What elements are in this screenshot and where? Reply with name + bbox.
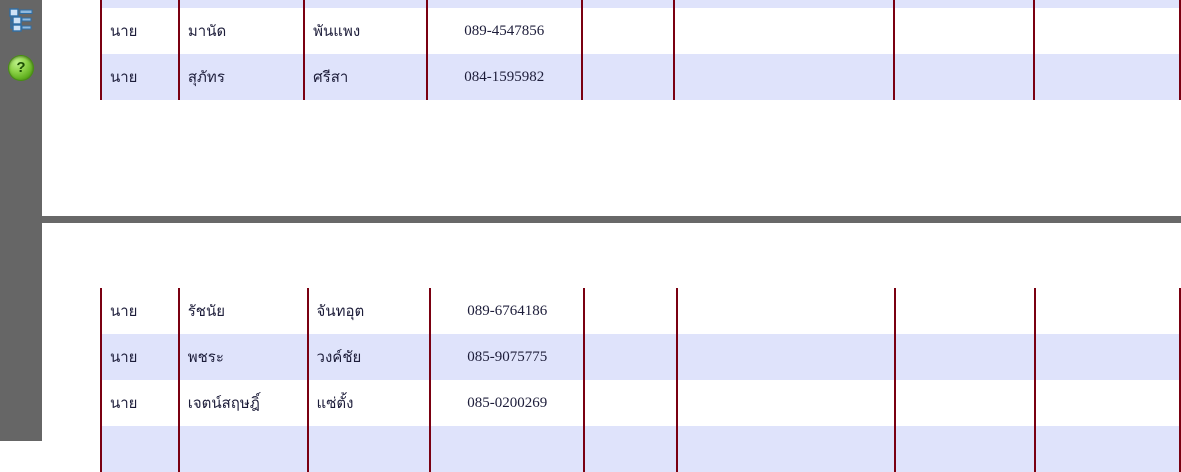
cell-last-name: แซ่ตั้ง	[306, 380, 432, 426]
table-row: นาย รัชนัย จันทอุต 089-6764186	[100, 288, 1181, 334]
cell-extra1	[583, 288, 678, 334]
cell-extra2	[673, 8, 895, 54]
cell-first-name: รัชนัย	[177, 288, 309, 334]
cell-extra4	[1033, 8, 1181, 54]
cell-last-name	[303, 0, 428, 8]
cell-first-name	[177, 0, 306, 8]
cell-first-name	[177, 426, 309, 472]
left-toolbar: ?	[0, 0, 42, 441]
cell-extra1	[583, 380, 678, 426]
cell-first-name: มานัด	[177, 8, 306, 54]
table-row: นาย มานัด พันแพง 089-4547856	[100, 8, 1181, 54]
cell-extra2	[673, 54, 895, 100]
table-row	[100, 0, 1181, 8]
cell-extra3	[894, 426, 1036, 472]
cell-title: นาย	[100, 288, 180, 334]
cell-phone	[425, 0, 583, 8]
cell-title	[100, 426, 180, 472]
cell-extra3	[894, 380, 1036, 426]
cell-first-name: สุภัทร	[177, 54, 306, 100]
page-break-separator	[42, 216, 1181, 223]
cell-phone: 089-6764186	[428, 288, 586, 334]
report-table-page-1: นาย มานัด พันแพง 089-4547856 นาย สุภัทร ศรีสา 0…	[100, 0, 1181, 100]
cell-title	[100, 0, 180, 8]
cell-extra3	[892, 0, 1036, 8]
table-body: นาย รัชนัย จันทอุต 089-6764186 นาย พชระ วงค์ชั…	[100, 288, 1181, 472]
cell-extra4	[1033, 54, 1181, 100]
cell-phone: 089-4547856	[425, 8, 583, 54]
cell-extra1	[583, 334, 678, 380]
cell-title: นาย	[100, 8, 180, 54]
cell-extra1	[580, 54, 676, 100]
cell-title: นาย	[100, 334, 180, 380]
table-row	[100, 426, 1181, 472]
table-body: นาย มานัด พันแพง 089-4547856 นาย สุภัทร ศรีสา 0…	[100, 0, 1181, 100]
cell-extra1	[583, 426, 678, 472]
table-row: นาย สุภัทร ศรีสา 084-1595982	[100, 54, 1181, 100]
cell-extra2	[675, 426, 897, 472]
help-question-icon: ?	[9, 56, 33, 80]
cell-extra1	[580, 0, 676, 8]
cell-extra3	[894, 334, 1036, 380]
cell-extra4	[1033, 288, 1181, 334]
cell-extra4	[1033, 0, 1181, 8]
cell-title: นาย	[100, 380, 180, 426]
cell-last-name: จันทอุต	[306, 288, 432, 334]
cell-extra2	[675, 334, 897, 380]
cell-extra4	[1033, 380, 1181, 426]
cell-last-name	[306, 426, 432, 472]
cell-phone	[428, 426, 586, 472]
cell-extra4	[1033, 334, 1181, 380]
cell-extra1	[580, 8, 676, 54]
cell-last-name: วงค์ชัย	[306, 334, 432, 380]
cell-extra3	[892, 8, 1036, 54]
cell-extra2	[675, 288, 897, 334]
cell-phone: 084-1595982	[425, 54, 583, 100]
table-row: นาย เจตน์สฤษฎิ์ แซ่ตั้ง 085-0200269	[100, 380, 1181, 426]
cell-phone: 085-9075775	[428, 334, 586, 380]
table-row: นาย พชระ วงค์ชัย 085-9075775	[100, 334, 1181, 380]
cell-title: นาย	[100, 54, 180, 100]
report-table-page-2: นาย รัชนัย จันทอุต 089-6764186 นาย พชระ วงค์ชั…	[100, 288, 1181, 472]
cell-extra3	[894, 288, 1036, 334]
cell-phone: 085-0200269	[428, 380, 586, 426]
help-button[interactable]: ?	[5, 52, 37, 84]
cell-extra3	[892, 54, 1036, 100]
tree-hierarchy-icon	[8, 7, 34, 33]
cell-first-name: พชระ	[177, 334, 309, 380]
cell-extra4	[1033, 426, 1181, 472]
cell-extra2	[673, 0, 895, 8]
cell-last-name: พันแพง	[303, 8, 428, 54]
cell-first-name: เจตน์สฤษฎิ์	[177, 380, 309, 426]
cell-last-name: ศรีสา	[303, 54, 428, 100]
cell-extra2	[675, 380, 897, 426]
tree-view-button[interactable]	[5, 4, 37, 36]
